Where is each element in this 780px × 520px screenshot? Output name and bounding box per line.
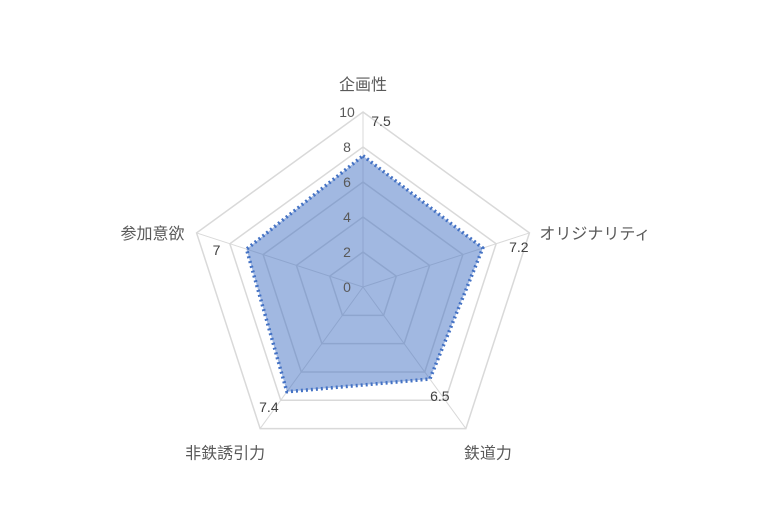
- grid-ring: [228, 146, 498, 402]
- data-label: 7.5: [371, 113, 391, 129]
- series-layer: [244, 154, 485, 394]
- radial-tick-label: 8: [343, 139, 351, 155]
- radial-tick-label: 6: [343, 174, 351, 190]
- series-polygon: [244, 154, 485, 394]
- data-label: 7.2: [509, 239, 529, 255]
- category-label: オリジナリティ: [539, 224, 650, 243]
- category-label: 非鉄誘引力: [185, 444, 265, 463]
- category-label: 鉄道力: [464, 444, 512, 463]
- grid-ring: [195, 111, 531, 430]
- radial-tick-label: 10: [339, 104, 355, 120]
- data-label: 7.4: [259, 399, 279, 415]
- radial-tick-label: 2: [343, 244, 351, 260]
- category-label: 企画性: [339, 75, 387, 94]
- radial-tick-label: 4: [343, 209, 351, 225]
- category-label: 参加意欲: [121, 224, 185, 243]
- radial-tick-label: 0: [343, 279, 351, 295]
- data-label: 7: [213, 242, 221, 258]
- data-label: 6.5: [430, 388, 450, 404]
